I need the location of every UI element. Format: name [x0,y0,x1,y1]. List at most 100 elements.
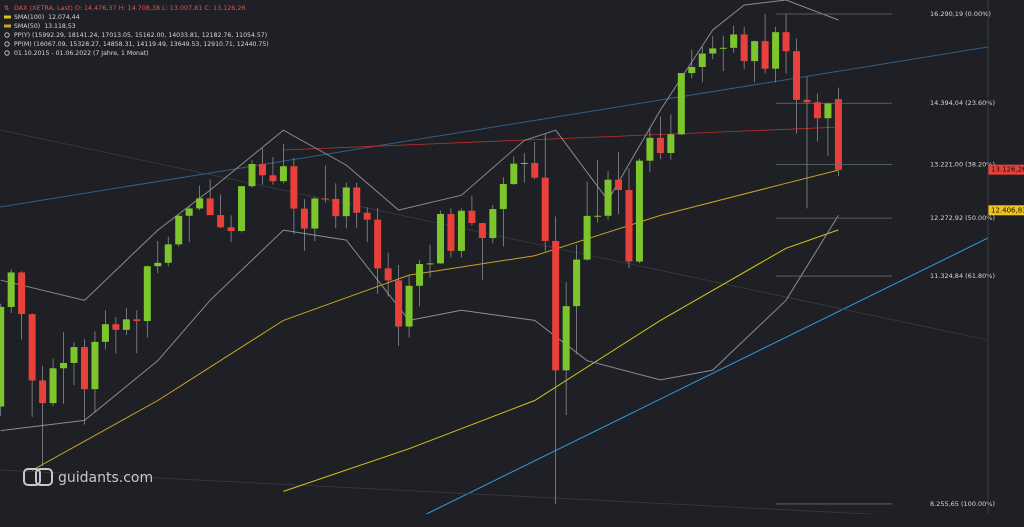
legend-name: SMA(50) [14,23,40,30]
candle-body [28,314,36,381]
logo [23,468,41,486]
candle-body [384,268,392,281]
legend-value: 13.118,53 [44,23,76,30]
candle-body [290,166,298,209]
candle-body [143,266,151,322]
candle-body [395,280,403,327]
candle-body [772,32,780,69]
candle-body [573,259,581,307]
candle-body [531,162,539,178]
candle-body [91,341,99,390]
fib-label: 8.255,65 (100.00%) [930,500,995,508]
candle-body [80,347,88,390]
candle-body [185,208,193,216]
candle-body [133,319,141,322]
indicator-line [31,169,839,471]
candle-body [436,213,444,264]
candle-body [311,198,319,229]
trendline [0,46,988,208]
candle-body [761,41,769,69]
candle-body [813,102,821,119]
candle-body [363,212,371,220]
candle-body [300,208,308,229]
candle-body [709,48,717,54]
fib-label: 12.272,92 (50.00%) [930,214,995,222]
trendline [425,237,988,514]
candle-body [615,179,623,191]
indicator-line [0,0,839,301]
candle-body [782,32,790,52]
candle-body [562,306,570,371]
legend-swatch [4,24,11,28]
legend-icon [4,32,10,38]
candle-body [447,213,455,251]
candle-body [457,210,465,251]
price-tag-label: 12.406,83 [991,206,1024,214]
candle-body [688,66,696,74]
price-tag [988,205,1024,216]
candle-body [667,134,675,154]
candle-body [164,244,172,263]
candle-body [49,368,57,404]
candle-body [478,223,486,239]
candle-body [834,99,842,170]
legend-icon [4,50,10,56]
candle-body [353,187,361,213]
indicator-line [0,215,839,432]
candle-body [175,215,183,245]
candle-body [604,179,612,216]
candle-body [416,264,424,286]
candle-body [18,272,26,315]
legend-value: 12.074,44 [48,14,80,21]
candle-body [751,41,759,62]
candle-body [468,210,476,224]
candle-body [625,190,633,262]
candle-body [520,162,528,164]
legend-note: PP(M) (16067.09, 15328.27, 14858.31, 141… [14,41,269,48]
candle-body [635,160,643,262]
brand-text: guidants.com [58,470,153,486]
fib-label: 13.221,00 (38.20%) [930,160,995,168]
candle-body [154,262,162,267]
legend-note: PP(Y) (15992.29, 18141.24, 17013.05, 151… [14,32,267,39]
indicators [0,0,839,492]
price-tag-label: 13.126,26 [991,166,1024,174]
candles [0,14,842,504]
candle-body [122,319,130,330]
candle-body [248,163,256,187]
candle-body [489,209,497,239]
candle-body [70,347,78,363]
candle-body [206,198,214,216]
candle-body [803,99,811,103]
brand: guidants.com [23,468,153,486]
candle-body [730,34,738,48]
candle-body [583,215,591,260]
candle-body [39,380,47,404]
fib-label: 11.324,84 (61.80%) [930,272,995,280]
candle-body [269,175,277,182]
candle-body [238,186,246,231]
candle-body [719,47,727,49]
date-range: 01.10.2015 - 01.06.2022 (7 Jahre, 1 Mona… [14,50,149,57]
candle-body [793,51,801,100]
candle-body [552,240,560,371]
candle-body [60,362,68,369]
candle-body [321,198,329,200]
candle-body [342,187,350,217]
candle-body [0,306,5,407]
legend-entry: SMA(100) 12.074,44 [14,14,80,21]
candle-body [824,103,832,119]
icon: ⇅ [4,4,9,12]
legend-entry: SMA(50) 13.118,53 [14,23,76,30]
candle-body [279,166,287,182]
candle-body [227,227,235,231]
candle-body [541,177,549,241]
legend-name: SMA(100) [14,14,44,21]
price-tag [988,164,1024,175]
candle-body [196,198,204,209]
candle-body [698,53,706,67]
annotations: 16.290,19 (0.00%) 14.394,04 (23.60%) 13.22… [776,10,1024,508]
candle-body [112,324,120,330]
